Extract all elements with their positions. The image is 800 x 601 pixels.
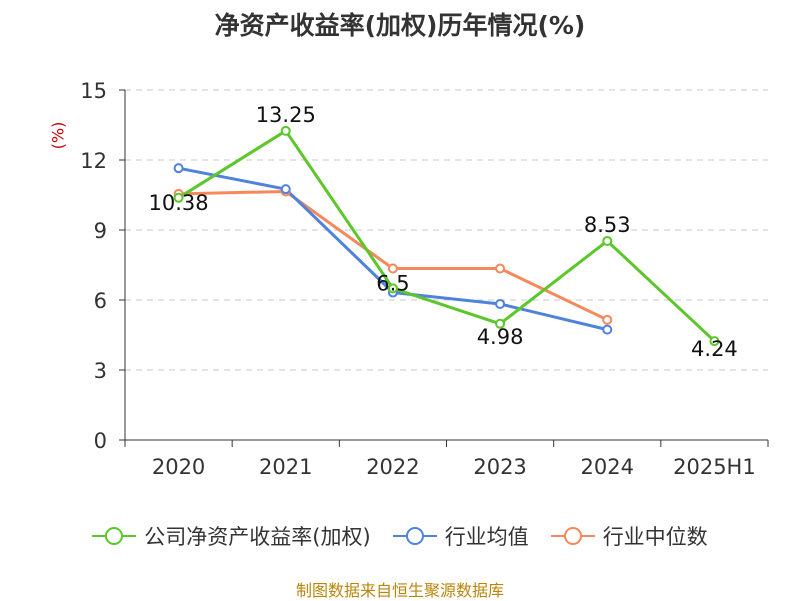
data-label: 4.24 bbox=[691, 337, 738, 361]
data-source: 制图数据来自恒生聚源数据库 bbox=[295, 581, 504, 600]
data-label: 6.5 bbox=[376, 271, 409, 295]
data-point-1 bbox=[280, 184, 291, 195]
x-tick-label: 2023 bbox=[473, 455, 526, 479]
series-line-2 bbox=[178, 190, 608, 322]
line-marker-icon bbox=[392, 527, 437, 545]
data-labels: 10.38 13.25 6.5 4.98 8.53 4.24 bbox=[149, 103, 738, 361]
data-label: 8.53 bbox=[584, 213, 631, 237]
legend-label-industry-mean: 行业均值 bbox=[444, 525, 529, 549]
data-label: 13.25 bbox=[256, 103, 316, 127]
data-point-0 bbox=[280, 125, 291, 136]
series-lines bbox=[177, 129, 716, 343]
chart-title: 净资产收益率(加权)历年情况(%) bbox=[214, 11, 586, 40]
data-point-2 bbox=[495, 263, 506, 274]
data-point-1 bbox=[602, 324, 613, 335]
legend-item-industry-median[interactable]: 行业中位数 bbox=[550, 521, 708, 551]
series-points bbox=[173, 125, 720, 347]
data-point-2 bbox=[387, 263, 398, 274]
y-tick-label: 3 bbox=[94, 359, 107, 383]
data-point-2 bbox=[602, 314, 613, 325]
data-label: 4.98 bbox=[477, 325, 524, 349]
y-tick-label: 15 bbox=[80, 79, 107, 103]
data-point-0 bbox=[602, 235, 613, 246]
legend-label-company: 公司净资产收益率(加权) bbox=[144, 525, 371, 549]
x-tick-label: 2021 bbox=[259, 455, 312, 479]
y-tick-label: 6 bbox=[94, 289, 107, 313]
y-tick-label: 0 bbox=[94, 429, 107, 453]
grid-lines bbox=[125, 89, 768, 371]
data-point-1 bbox=[495, 298, 506, 309]
y-tick-label: 12 bbox=[80, 149, 107, 173]
y-tick-label: 9 bbox=[94, 219, 107, 243]
data-point-0 bbox=[709, 336, 720, 347]
data-point-1 bbox=[173, 163, 184, 174]
data-label: 10.38 bbox=[149, 191, 209, 215]
x-tick-label: 2020 bbox=[152, 455, 205, 479]
legend: 公司净资产收益率(加权) 行业均值 行业中位数 bbox=[0, 518, 800, 554]
legend-label-industry-median: 行业中位数 bbox=[602, 525, 708, 549]
legend-item-company[interactable]: 公司净资产收益率(加权) bbox=[92, 521, 371, 551]
data-point-0 bbox=[387, 283, 398, 294]
series-line-0 bbox=[177, 129, 716, 343]
x-tick-label: 2024 bbox=[581, 455, 634, 479]
axes: 0 3 6 9 12 15 2020 2021 2022 2023 2024 2025H1 bbox=[80, 79, 769, 479]
x-tick-label: 2022 bbox=[366, 455, 419, 479]
data-point-0 bbox=[173, 192, 184, 203]
data-point-0 bbox=[495, 318, 506, 329]
legend-item-industry-mean[interactable]: 行业均值 bbox=[392, 521, 529, 551]
line-marker-icon bbox=[550, 527, 595, 545]
x-tick-label: 2025H1 bbox=[673, 455, 756, 479]
line-marker-icon bbox=[92, 527, 137, 545]
